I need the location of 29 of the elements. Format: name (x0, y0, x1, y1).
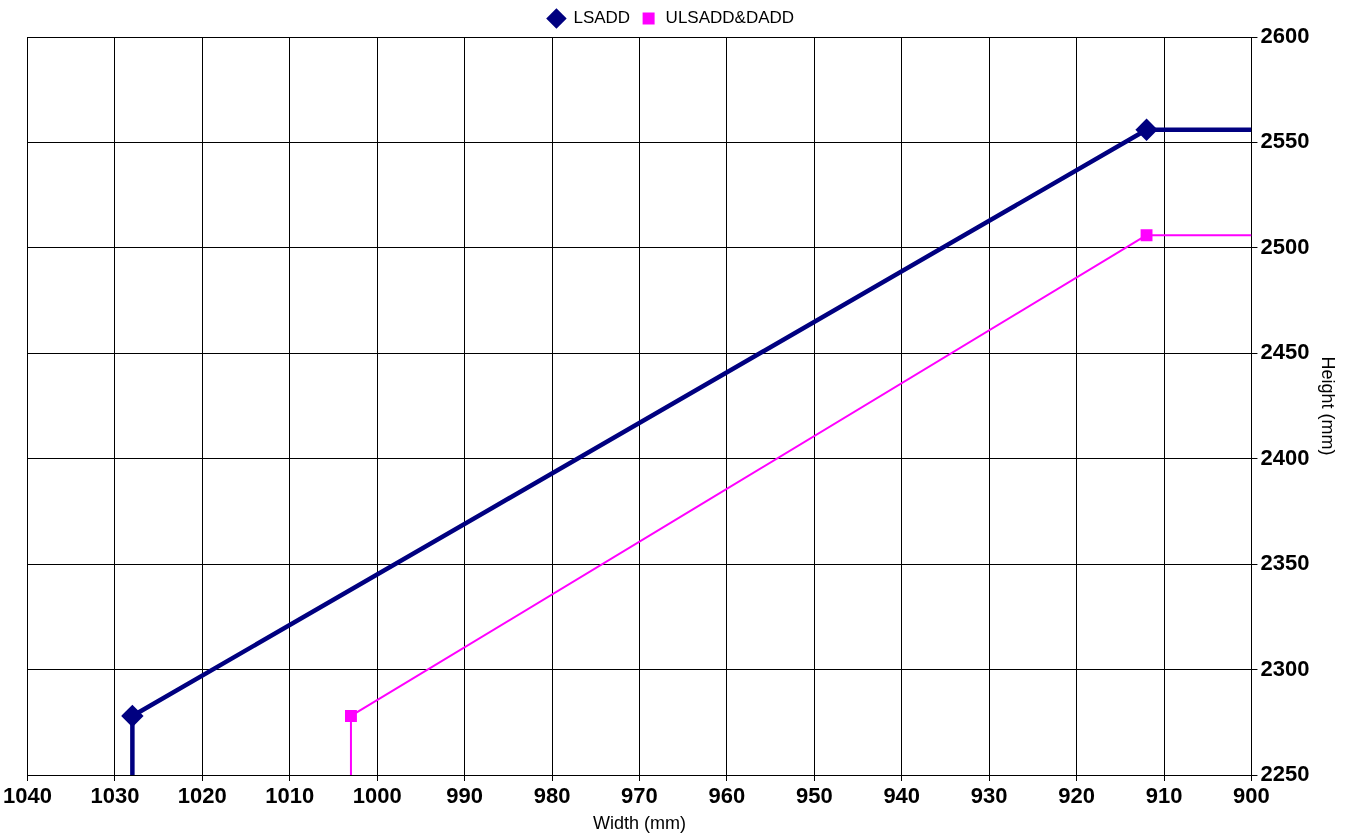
point (345, 710, 357, 722)
y-tick-label: 2600 (1260, 23, 1310, 49)
x-tick-label: 980 (533, 783, 571, 809)
x-tick-label: 990 (446, 783, 483, 809)
x-tick-label: 1000 (352, 783, 402, 809)
legend-label: LSADD (573, 8, 631, 28)
point (1140, 229, 1153, 242)
x-tick-label: 1010 (265, 783, 315, 809)
y-tick-label: 2500 (1260, 233, 1310, 259)
x-tick-label: 940 (883, 783, 921, 809)
y-tick-label: 2400 (1260, 444, 1310, 470)
x-tick-label: 950 (795, 783, 833, 809)
x-tick-label: 910 (1145, 783, 1183, 809)
x-tick-label: 1040 (2, 783, 52, 809)
x-tick-label: 1020 (177, 783, 227, 809)
x-axis-title: Width (mm) (592, 813, 686, 834)
y-axis-title: Height (mm) (1318, 356, 1339, 456)
legend-label: ULSADD&DADD (665, 8, 795, 28)
y-tick-label: 2300 (1260, 655, 1310, 681)
x-tick-label: 930 (970, 783, 1008, 809)
x-tick-label: 1030 (90, 783, 140, 809)
x-tick-label: 960 (708, 783, 746, 809)
x-tick-label: 920 (1058, 783, 1095, 809)
y-tick-label: 2350 (1260, 550, 1310, 576)
y-tick-label: 2550 (1260, 128, 1310, 154)
x-tick-label: 970 (621, 783, 658, 809)
point (1136, 119, 1157, 141)
point (122, 705, 143, 727)
y-tick-label: 2450 (1260, 339, 1310, 365)
